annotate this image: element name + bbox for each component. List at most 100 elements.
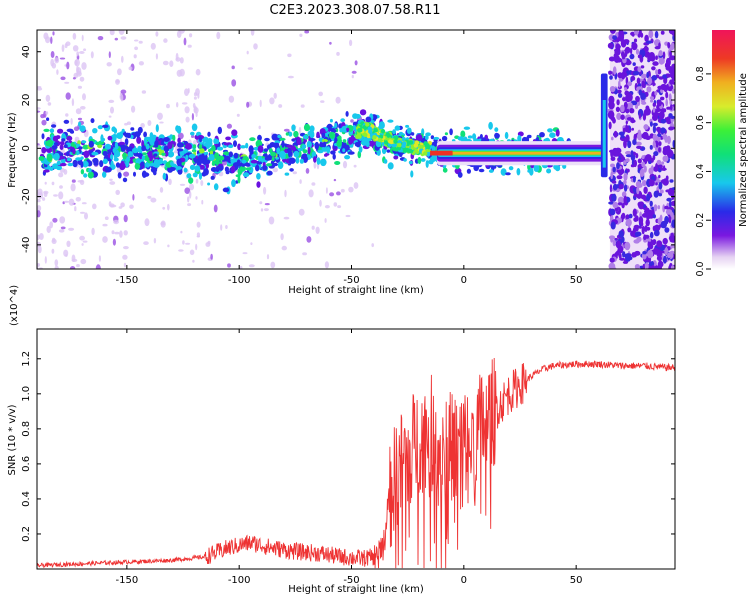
- heatmap-cell: [618, 253, 622, 259]
- heatmap-cell: [336, 139, 343, 147]
- heatmap-speckle: [44, 256, 47, 264]
- heatmap-cell: [658, 181, 663, 190]
- heatmap-cell: [302, 156, 307, 162]
- heatmap-cell: [233, 152, 239, 159]
- heatmap-cell: [657, 205, 661, 210]
- heatmap-cell: [620, 39, 627, 48]
- heatmap-speckle: [236, 113, 240, 117]
- heatmap-cell: [56, 165, 62, 171]
- heatmap-speckle: [195, 243, 198, 251]
- heatmap-cell: [653, 166, 659, 172]
- heatmap-cell: [121, 145, 129, 150]
- heatmap-cell: [656, 99, 662, 107]
- heatmap-speckle: [147, 120, 152, 126]
- heatmap-cell: [632, 139, 637, 146]
- x-tick-label: 0: [461, 575, 467, 586]
- heatmap-cell: [162, 172, 167, 180]
- heatmap-cell: [215, 139, 220, 144]
- heatmap-cell: [609, 30, 616, 34]
- heatmap-spike: [602, 100, 606, 168]
- heatmap-cell: [192, 172, 198, 178]
- heatmap-speckle: [122, 254, 128, 260]
- heatmap-cell: [289, 168, 294, 172]
- heatmap-cell: [324, 153, 328, 157]
- heatmap-cell: [194, 165, 201, 172]
- heatmap-speckle: [43, 32, 49, 40]
- heatmap-cell: [224, 155, 231, 162]
- heatmap-speckle: [109, 30, 115, 36]
- heatmap-cell: [185, 143, 192, 150]
- heatmap-speckle: [336, 51, 340, 56]
- heatmap-cell: [176, 148, 184, 152]
- spectrogram-frame: [36, 29, 676, 270]
- heatmap-cell: [643, 186, 648, 194]
- heatmap-speckle: [76, 264, 80, 268]
- heatmap-cell: [97, 125, 103, 130]
- heatmap-speckle: [304, 30, 310, 34]
- heatmap-speckle: [305, 168, 310, 174]
- heatmap-speckle: [52, 217, 58, 223]
- heatmap-cell: [664, 247, 669, 256]
- heatmap-cell: [217, 126, 222, 135]
- heatmap-cell: [658, 192, 663, 197]
- heatmap-cell: [620, 154, 624, 159]
- heatmap-cell: [627, 140, 632, 149]
- heatmap-speckle: [189, 33, 193, 38]
- heatmap-cell: [623, 160, 627, 165]
- heatmap-speckle: [80, 106, 86, 110]
- heatmap-cell: [652, 102, 656, 107]
- heatmap-speckle: [60, 226, 66, 230]
- heatmap-cell: [199, 136, 202, 143]
- heatmap-cell: [118, 141, 126, 146]
- heatmap-speckle: [59, 216, 66, 224]
- heatmap-cell: [147, 150, 153, 159]
- heatmap-cell: [87, 171, 94, 179]
- heatmap-cell: [72, 147, 76, 155]
- heatmap-cell: [279, 137, 286, 141]
- heatmap-cell: [197, 154, 204, 163]
- heatmap-cell: [145, 143, 150, 150]
- heatmap-speckle: [188, 183, 195, 191]
- heatmap-speckle: [77, 117, 83, 121]
- heatmap-cell: [135, 131, 141, 138]
- heatmap-cell: [90, 118, 95, 124]
- heatmap-cell: [167, 166, 174, 173]
- heatmap-speckle: [42, 197, 46, 201]
- heatmap-speckle: [228, 95, 235, 103]
- heatmap-cell: [623, 195, 628, 204]
- heatmap-speckle: [167, 203, 170, 211]
- heatmap-cell: [414, 148, 419, 153]
- heatmap-speckle: [302, 252, 307, 256]
- heatmap-cell: [610, 163, 615, 168]
- heatmap-speckle: [71, 254, 76, 262]
- heatmap-cell: [671, 126, 675, 130]
- heatmap-speckle: [143, 241, 149, 246]
- heatmap-cell: [78, 121, 82, 127]
- heatmap-cell: [661, 161, 665, 165]
- heatmap-cell: [190, 131, 195, 136]
- heatmap-speckle: [335, 96, 341, 104]
- heatmap-cell: [271, 156, 275, 162]
- heatmap-cell: [645, 218, 650, 227]
- heatmap-cell: [102, 150, 108, 156]
- heatmap-cell: [313, 156, 317, 163]
- heatmap-cell: [472, 133, 477, 141]
- heatmap-speckle: [138, 40, 143, 44]
- heatmap-speckle: [72, 32, 77, 40]
- heatmap-speckle: [39, 233, 44, 240]
- heatmap-cell: [342, 148, 346, 153]
- heatmap-cell: [626, 125, 630, 133]
- heatmap-speckle: [76, 70, 82, 77]
- heatmap-cell: [223, 142, 229, 146]
- heatmap-speckle: [273, 92, 277, 99]
- heatmap-cell: [410, 170, 414, 178]
- heatmap-speckle: [231, 79, 237, 87]
- heatmap-cell: [392, 142, 397, 148]
- heatmap-cell: [642, 112, 647, 121]
- heatmap-speckle: [79, 51, 85, 54]
- heatmap-speckle: [58, 172, 64, 178]
- heatmap-cell: [397, 142, 402, 148]
- heatmap-cell: [656, 249, 663, 258]
- heatmap-cell: [671, 219, 675, 228]
- heatmap-speckle: [342, 160, 348, 169]
